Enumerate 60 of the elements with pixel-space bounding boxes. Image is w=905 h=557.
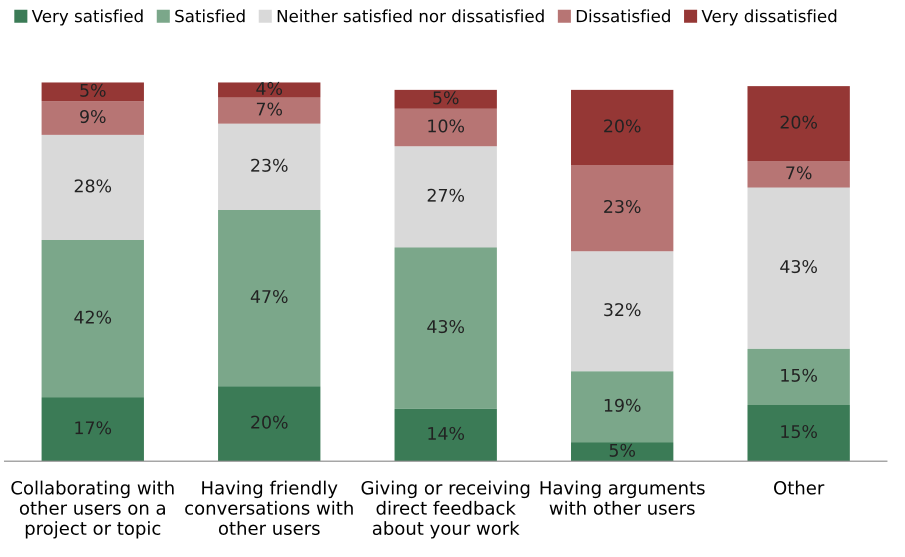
bar (571, 90, 674, 165)
bar (42, 82, 144, 102)
bar (747, 161, 850, 188)
data-label: 15% (781, 424, 817, 438)
data-label: 5% (610, 444, 635, 457)
bar (394, 247, 497, 409)
legend-label: Satisfied (175, 9, 245, 22)
data-label: 43% (427, 320, 464, 334)
data-label: 19% (604, 398, 641, 412)
data-label: 7% (786, 166, 812, 180)
x-tick-label: Other (774, 480, 824, 495)
data-label: 20% (604, 119, 641, 132)
bar (394, 146, 497, 248)
data-label: 43% (780, 260, 817, 274)
bar (747, 86, 850, 162)
bar (747, 348, 850, 405)
data-label: 17% (75, 421, 112, 434)
data-label: 23% (604, 200, 641, 214)
x-tick-label: Giving or receiving direct feedback about your work (362, 480, 530, 539)
data-label: 32% (604, 303, 641, 316)
data-label: 27% (428, 188, 464, 202)
bar (747, 187, 850, 349)
bar (571, 164, 674, 252)
bar (42, 101, 144, 135)
data-label: 9% (80, 110, 106, 124)
x-tick-label: Having friendly conversations with other users (185, 480, 353, 536)
legend-label: Very satisfied (32, 9, 143, 26)
data-label: 14% (428, 426, 464, 440)
legend-label: Dissatisfied (576, 9, 670, 22)
data-label: 7% (256, 102, 282, 116)
legend-label: Neither satisfied nor dissatisfied (278, 9, 544, 22)
data-label: 42% (74, 310, 112, 324)
data-label: 20% (251, 416, 288, 429)
data-label: 28% (74, 179, 112, 192)
data-label: 47% (250, 290, 288, 304)
bar (571, 251, 674, 372)
bar (571, 371, 674, 442)
bar (218, 97, 320, 124)
bar (394, 90, 497, 109)
bar (747, 404, 850, 462)
data-label: 5% (433, 91, 459, 104)
bar (571, 442, 674, 462)
bar (42, 134, 144, 240)
data-label: 10% (428, 119, 464, 132)
bar (394, 108, 497, 146)
data-label: 15% (781, 368, 817, 382)
x-tick-label: Collaborating with other users on a project or topic (11, 480, 174, 539)
x-tick-label: Having arguments with other users (540, 480, 705, 515)
data-label: 4% (256, 82, 282, 95)
bar (218, 124, 320, 210)
legend-label: Very dissatisfied (702, 9, 836, 26)
bar (394, 408, 497, 462)
bar (218, 210, 320, 386)
data-label: 5% (80, 84, 106, 97)
bar (218, 386, 320, 462)
bar (42, 240, 144, 398)
bar (42, 397, 144, 462)
bar (218, 82, 320, 98)
data-label: 20% (780, 116, 817, 129)
data-label: 23% (251, 158, 288, 172)
